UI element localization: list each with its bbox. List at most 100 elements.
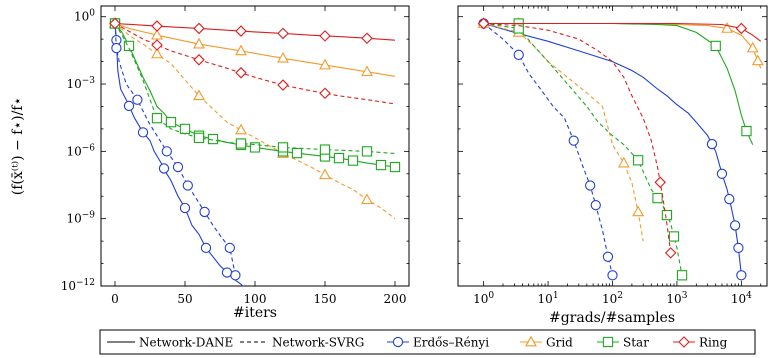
data-point-diamond bbox=[193, 54, 205, 66]
data-point-circle bbox=[182, 180, 193, 191]
data-point-square bbox=[710, 40, 721, 52]
data-point-square bbox=[632, 155, 644, 166]
legend-label: Star bbox=[623, 336, 649, 350]
data-point-circle bbox=[568, 135, 579, 146]
legend-item: Star bbox=[597, 336, 649, 350]
data-point-square bbox=[668, 231, 680, 242]
left-axis-ticks bbox=[101, 6, 409, 287]
data-point-diamond bbox=[151, 39, 163, 51]
data-point-square bbox=[179, 123, 191, 135]
x-tick-label: 150 bbox=[314, 292, 337, 306]
data-point-diamond bbox=[235, 67, 247, 79]
data-point-circle bbox=[590, 200, 601, 211]
data-point-square bbox=[207, 133, 219, 145]
series-line-erd-s-r-nyi-svrg bbox=[114, 23, 236, 276]
legend-marker-diamond bbox=[678, 336, 690, 348]
data-point-circle bbox=[158, 163, 170, 174]
data-point-diamond bbox=[109, 17, 121, 30]
data-point-square bbox=[347, 155, 359, 166]
x-tick-label: 103 bbox=[666, 291, 687, 306]
x-tick-label: 0 bbox=[111, 292, 119, 306]
legend-item: Erdős–Rényi bbox=[387, 336, 489, 350]
data-point-diamond bbox=[277, 27, 289, 40]
data-point-diamond bbox=[193, 22, 205, 35]
x-tick-label: 200 bbox=[384, 292, 407, 306]
data-point-square bbox=[291, 147, 303, 159]
legend-label: Ring bbox=[699, 336, 728, 350]
data-point-circle bbox=[602, 251, 614, 262]
data-point-diamond bbox=[319, 30, 331, 42]
data-point-triangle bbox=[193, 37, 205, 49]
x-tick-label: 50 bbox=[177, 292, 192, 306]
series-line-ring-svrg bbox=[114, 23, 396, 105]
data-point-diamond bbox=[319, 87, 331, 100]
data-point-square bbox=[741, 125, 752, 137]
series-line-grid-svrg bbox=[483, 22, 644, 242]
data-point-circle bbox=[706, 138, 718, 150]
data-point-triangle bbox=[277, 51, 289, 63]
data-point-diamond bbox=[277, 79, 289, 91]
data-point-square bbox=[652, 192, 663, 204]
data-point-circle bbox=[729, 220, 741, 231]
legend-marker-square bbox=[602, 336, 614, 348]
x-tick-label: 104 bbox=[731, 291, 752, 306]
data-point-triangle bbox=[361, 65, 373, 77]
data-point-square bbox=[676, 270, 688, 281]
y-tick-label: 10−12 bbox=[61, 278, 95, 293]
series-line-ring-svrg bbox=[483, 22, 672, 253]
legend-label: Grid bbox=[546, 336, 573, 350]
legend: Network-DANE Network-SVRG Erdős–Rényi Grid S… bbox=[99, 329, 756, 355]
data-point-square bbox=[151, 113, 163, 124]
data-point-circle bbox=[199, 206, 210, 218]
data-point-triangle bbox=[235, 44, 247, 56]
data-point-triangle bbox=[617, 156, 630, 168]
data-point-diamond bbox=[664, 247, 677, 259]
data-point-triangle bbox=[319, 168, 331, 180]
data-point-triangle bbox=[632, 205, 645, 217]
y-tick-label: 100 bbox=[74, 9, 95, 24]
right-axis-ticks bbox=[458, 6, 767, 287]
data-point-square bbox=[361, 146, 373, 157]
x-tick-label: 102 bbox=[602, 291, 623, 306]
data-point-triangle bbox=[746, 41, 759, 53]
data-point-circle bbox=[230, 270, 241, 281]
data-point-triangle bbox=[151, 47, 163, 59]
x-tick-label: 100 bbox=[244, 292, 267, 306]
legend-item: Network-SVRG bbox=[240, 336, 364, 350]
data-point-circle bbox=[221, 267, 233, 278]
left-x-axis-label: #iters bbox=[233, 305, 277, 321]
data-point-triangle bbox=[361, 193, 373, 205]
data-point-triangle bbox=[721, 22, 734, 33]
data-point-diamond bbox=[735, 22, 748, 35]
data-point-square bbox=[389, 161, 401, 173]
data-point-square bbox=[193, 132, 205, 143]
legend-item: Network-DANE bbox=[107, 336, 233, 350]
data-point-triangle bbox=[193, 89, 205, 101]
legend-label: Erdős–Rényi bbox=[413, 336, 489, 350]
left-chart-panel: 10−12 10−9 10−6 10−3 100 0 50 100 150 200 #iters bbox=[61, 5, 410, 321]
data-point-circle bbox=[132, 94, 143, 105]
left-tick-labels: 10−12 10−9 10−6 10−3 100 0 50 100 150 200 bbox=[61, 9, 407, 306]
data-point-circle bbox=[111, 42, 122, 54]
data-point-circle bbox=[736, 270, 747, 281]
legend-item: Grid bbox=[520, 336, 573, 350]
data-point-square bbox=[277, 142, 289, 153]
legend-label: Network-DANE bbox=[139, 336, 233, 350]
y-axis-label: (f(x̄⁽ᵗ⁾) − f⋆)/f⋆ bbox=[10, 97, 26, 196]
right-x-axis-label: #grads/#samples bbox=[549, 310, 675, 326]
series-line-grid-svrg bbox=[114, 23, 396, 220]
data-point-circle bbox=[733, 242, 744, 254]
data-point-square bbox=[319, 144, 331, 155]
x-tick-label: 100 bbox=[473, 291, 494, 306]
data-point-square bbox=[235, 138, 247, 149]
data-point-triangle bbox=[151, 28, 163, 40]
legend-marker-circle bbox=[392, 336, 404, 348]
right-chart-panel: 100 101 102 103 104 #grads/#samples bbox=[457, 5, 768, 326]
data-point-square bbox=[375, 159, 387, 171]
data-point-triangle bbox=[319, 58, 331, 70]
series-line-star-svrg bbox=[114, 23, 396, 155]
right-tick-labels: 100 101 102 103 104 bbox=[473, 291, 752, 306]
data-point-circle bbox=[137, 127, 149, 138]
y-tick-label: 10−6 bbox=[66, 143, 95, 158]
data-point-circle bbox=[585, 180, 596, 191]
